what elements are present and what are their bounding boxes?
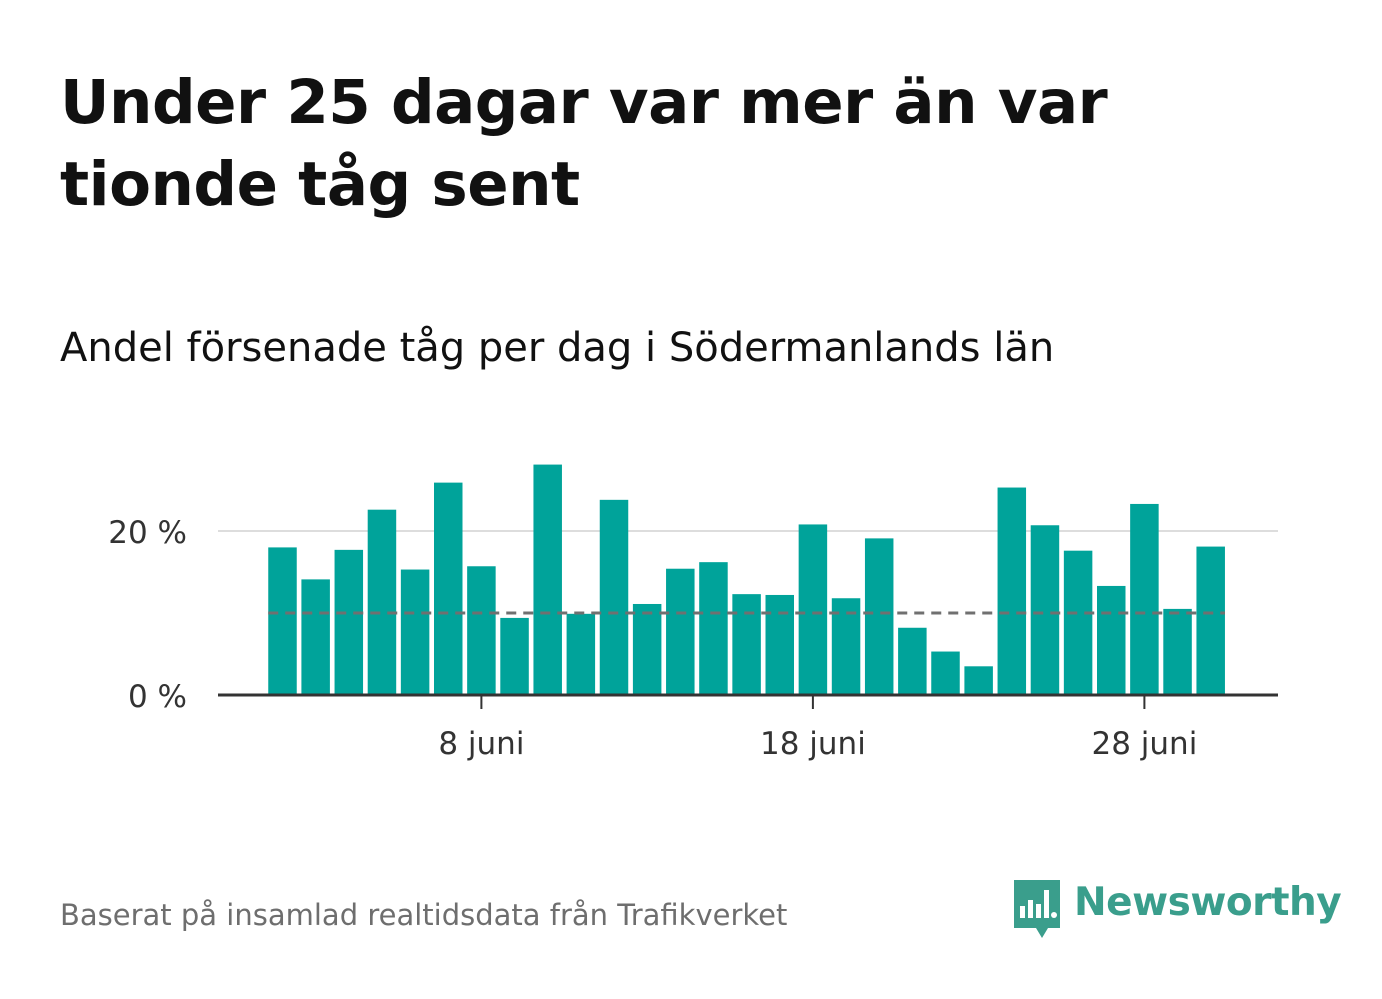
bar <box>864 538 894 695</box>
bar <box>334 549 364 695</box>
brand-logo: Newsworthy <box>1012 878 1342 940</box>
bar <box>1163 608 1192 695</box>
bar <box>732 594 761 695</box>
bar <box>1130 503 1159 695</box>
bar <box>798 524 828 695</box>
bar <box>699 562 728 695</box>
bar <box>599 499 629 695</box>
bar <box>632 603 662 695</box>
bar <box>367 509 397 695</box>
chart-title: Under 25 dagar var mer än var tionde tåg… <box>60 67 1108 220</box>
chart-subtitle: Andel försenade tåg per dag i Södermanla… <box>60 325 1055 371</box>
brand-name: Newsworthy <box>1074 880 1342 925</box>
bar <box>400 569 430 695</box>
bar <box>467 566 496 695</box>
x-tick-label: 28 juni <box>1091 726 1197 762</box>
bar <box>997 487 1027 695</box>
x-tick-label: 18 juni <box>760 726 866 762</box>
bar <box>1030 525 1060 695</box>
bar <box>898 627 927 695</box>
bar <box>931 651 960 695</box>
x-tick-label: 8 juni <box>438 726 524 762</box>
bar <box>566 613 596 695</box>
bar <box>533 464 562 695</box>
y-tick-label: 20 % <box>108 515 187 551</box>
bar <box>301 579 330 695</box>
bar <box>434 482 463 695</box>
bar <box>1196 546 1225 695</box>
bar <box>1097 585 1126 695</box>
bar <box>500 617 529 695</box>
bar <box>1063 550 1093 695</box>
bar <box>765 594 794 695</box>
y-tick-label: 0 % <box>128 679 187 715</box>
bar <box>964 666 993 695</box>
bar <box>268 547 297 695</box>
newsworthy-logo-icon <box>1014 880 1060 938</box>
source-note: Baserat på insamlad realtidsdata från Tr… <box>60 898 788 932</box>
bar <box>666 568 695 695</box>
